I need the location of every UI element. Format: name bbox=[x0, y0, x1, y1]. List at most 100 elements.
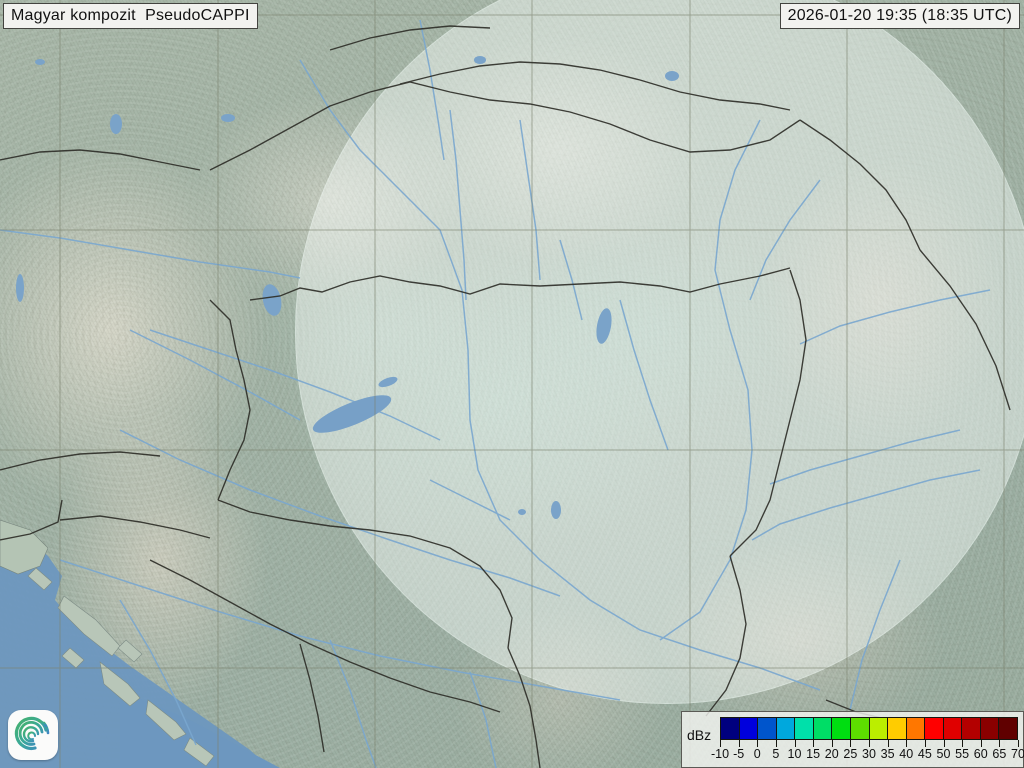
border-hu-ro-east bbox=[729, 269, 807, 557]
river-zagyva bbox=[619, 299, 669, 451]
country-borders-layer bbox=[0, 25, 1011, 768]
dbz-tick-10 bbox=[794, 740, 796, 747]
lake-tisza bbox=[596, 308, 612, 344]
dbz-color-scale-legend: dBz -10 -5 0 5 10 15 20 25 30 35 40 45 50 55 60 65 70 bbox=[681, 711, 1024, 768]
dbz-tick-label-0: 0 bbox=[753, 747, 761, 761]
dbz-tick-0 bbox=[757, 740, 759, 747]
dbz-swatch-3 bbox=[776, 718, 796, 739]
dbz-tick-label-45: 45 bbox=[917, 747, 932, 761]
dbz-tick-60 bbox=[980, 740, 982, 747]
dbz-tick-50 bbox=[943, 740, 945, 747]
met-service-logo[interactable] bbox=[8, 710, 58, 760]
dbz-swatch-8 bbox=[869, 718, 889, 739]
dbz-tick--5 bbox=[738, 740, 740, 747]
dbz-swatch-12 bbox=[943, 718, 963, 739]
dbz-tick-label-70: 70 bbox=[1011, 747, 1024, 761]
river-hron bbox=[519, 119, 541, 281]
dbz-tick-label-55: 55 bbox=[955, 747, 970, 761]
dbz-tick-25 bbox=[850, 740, 852, 747]
adriatic-sea bbox=[0, 540, 270, 768]
border-hr-ba bbox=[149, 559, 501, 713]
dbz-tick-labels: -10 -5 0 5 10 15 20 25 30 35 40 45 50 55 60 65 70 bbox=[682, 747, 1024, 765]
river-maros bbox=[751, 469, 981, 541]
lake-small-3 bbox=[35, 59, 45, 65]
product-title-box: Magyar kompozit PseudoCAPPI bbox=[3, 3, 258, 29]
border-at-it bbox=[0, 451, 161, 471]
lake-small-6 bbox=[474, 56, 486, 64]
border-hu-sk bbox=[249, 267, 791, 301]
dbz-tick--10 bbox=[720, 740, 721, 747]
dbz-tick-15 bbox=[813, 740, 815, 747]
dbz-swatch-14 bbox=[980, 718, 1000, 739]
dbz-tick-label-35: 35 bbox=[880, 747, 895, 761]
river-mur bbox=[129, 329, 301, 421]
border-hu-at bbox=[209, 299, 251, 501]
dbz-swatch-0 bbox=[721, 718, 740, 739]
dbz-tick-label-15: 15 bbox=[806, 747, 821, 761]
lakes-layer bbox=[16, 56, 679, 519]
border-ro-east bbox=[919, 249, 1011, 411]
dbz-tick-label-65: 65 bbox=[992, 747, 1007, 761]
lake-small-7 bbox=[665, 71, 679, 81]
dbz-swatch-1 bbox=[739, 718, 759, 739]
dbz-tick-label-40: 40 bbox=[899, 747, 914, 761]
river-drina bbox=[469, 671, 497, 768]
border-cz-pl bbox=[329, 25, 491, 51]
river-tisza bbox=[659, 119, 761, 641]
dbz-tick-label--10: -10 bbox=[710, 747, 730, 761]
lake-small-2 bbox=[518, 509, 526, 515]
river-drava bbox=[119, 429, 561, 597]
border-de-at bbox=[0, 149, 201, 171]
dalmatian-islands bbox=[27, 567, 215, 767]
dbz-tick-label-5: 5 bbox=[772, 747, 780, 761]
dbz-tick-35 bbox=[887, 740, 889, 747]
river-sio bbox=[429, 479, 511, 521]
dbz-tick-70 bbox=[1018, 740, 1019, 747]
timestamp-box: 2026-01-20 19:35 (18:35 UTC) bbox=[779, 3, 1020, 29]
dbz-swatch-4 bbox=[795, 718, 814, 739]
dbz-tick-30 bbox=[869, 740, 870, 747]
dbz-swatch-2 bbox=[758, 718, 777, 739]
dbz-swatch-5 bbox=[813, 718, 833, 739]
lake-velence bbox=[378, 376, 398, 388]
river-koros bbox=[769, 429, 961, 485]
river-morava bbox=[419, 19, 445, 161]
lake-fertod bbox=[262, 284, 282, 316]
dbz-swatch-9 bbox=[888, 718, 907, 739]
lake-neusiedl bbox=[221, 114, 235, 122]
dbz-tick-label-60: 60 bbox=[973, 747, 988, 761]
dbz-tick-20 bbox=[831, 740, 833, 747]
dbz-tick-65 bbox=[999, 740, 1001, 747]
border-at-sk-cz bbox=[209, 81, 801, 171]
river-olt bbox=[849, 559, 901, 711]
dbz-swatch-6 bbox=[832, 718, 851, 739]
dbz-tick-label--5: -5 bbox=[733, 747, 745, 761]
dbz-tick-40 bbox=[906, 740, 908, 747]
dbz-tick-45 bbox=[924, 740, 926, 747]
dbz-tick-marks bbox=[720, 740, 1019, 748]
dbz-swatch-10 bbox=[906, 718, 926, 739]
dbz-swatch-11 bbox=[925, 718, 944, 739]
dbz-tick-label-20: 20 bbox=[824, 747, 839, 761]
river-upper-danube bbox=[0, 229, 301, 279]
logo-swirl-icon bbox=[14, 716, 50, 751]
border-pl-sk bbox=[399, 61, 791, 111]
lake-small-4 bbox=[16, 274, 24, 302]
dbz-tick-label-25: 25 bbox=[843, 747, 858, 761]
dbz-swatch-13 bbox=[962, 718, 981, 739]
dbz-tick-label-30: 30 bbox=[862, 747, 876, 761]
dbz-swatch-7 bbox=[850, 718, 870, 739]
river-szamos bbox=[799, 289, 991, 345]
dbz-color-swatches bbox=[720, 717, 1018, 740]
river-danube bbox=[299, 59, 821, 691]
istria-peninsula bbox=[0, 519, 49, 575]
border-ro-rs bbox=[705, 555, 747, 717]
dbz-swatch-15 bbox=[999, 718, 1017, 739]
lake-small-1 bbox=[551, 501, 561, 519]
dbz-unit-label: dBz bbox=[687, 727, 712, 743]
border-hu-hr-si bbox=[217, 499, 513, 649]
river-vah bbox=[449, 109, 467, 301]
